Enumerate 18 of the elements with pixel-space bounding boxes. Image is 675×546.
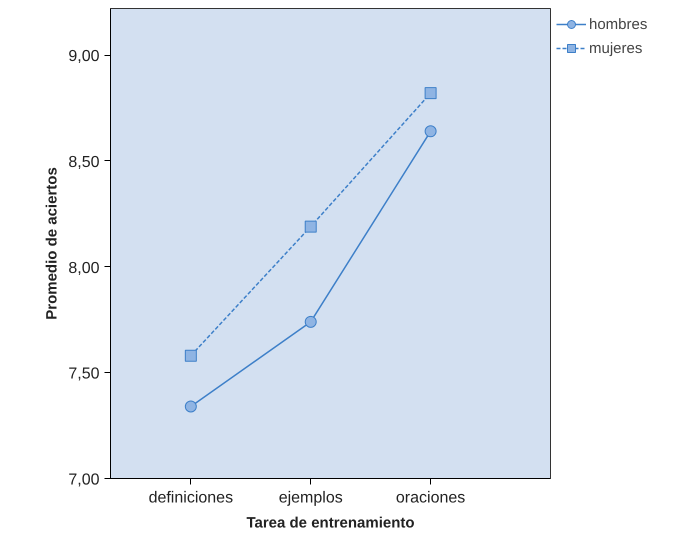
point <box>304 316 317 328</box>
x-tick-label: definiciones <box>148 490 234 506</box>
x-tick-label: oraciones <box>396 490 466 506</box>
point <box>184 350 197 362</box>
point <box>424 125 437 138</box>
y-tick-label: 7,00 <box>68 472 100 488</box>
y-tick-label: 8,00 <box>68 260 100 277</box>
point <box>424 87 437 100</box>
y-tick-label: 7,50 <box>68 366 100 383</box>
y-tick-label: 9,00 <box>68 48 100 66</box>
y-axis-title: Promedio de aciertos <box>43 167 60 320</box>
point <box>184 400 197 413</box>
point <box>304 220 317 233</box>
x-tick-label: ejemplos <box>278 490 343 506</box>
x-axis-title: Tarea de entrenamiento <box>246 514 415 532</box>
legend-label: hombres <box>589 16 648 32</box>
y-tick-label: 8,50 <box>68 154 100 171</box>
legend-label: mujeres <box>589 40 642 56</box>
